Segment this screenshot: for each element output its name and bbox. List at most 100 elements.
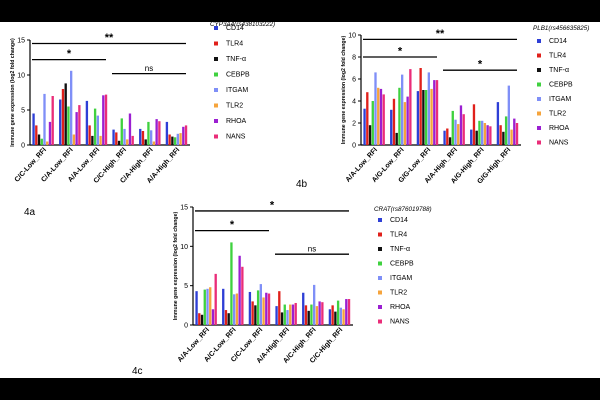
legend-entry: TNF-α — [226, 56, 246, 63]
bar-cd14-6 — [165, 121, 169, 145]
bar-cd14-4 — [275, 306, 278, 325]
bar-nans-1 — [382, 94, 385, 145]
bar-tnf-3 — [254, 305, 257, 325]
legend-swatch — [537, 53, 541, 58]
bar-cd14-6 — [496, 102, 500, 145]
bar-nans-2 — [241, 266, 244, 325]
gene-title: PLB1(rs456635825) — [533, 25, 589, 32]
bar-rhoa-3 — [265, 292, 268, 325]
bar-tnf-1 — [200, 314, 204, 325]
bar-tlr2-3 — [99, 135, 102, 145]
bar-itgam-3 — [96, 115, 99, 145]
legend-swatch — [378, 232, 382, 237]
legend-entry: TLR4 — [226, 41, 243, 48]
legend-entry: CEBPB — [226, 72, 250, 79]
legend-entry: TLR4 — [549, 53, 566, 60]
bar-tlr2-5 — [315, 306, 319, 325]
legend-entry: TLR4 — [390, 232, 407, 239]
bar-itgam-2 — [233, 294, 236, 325]
y-tick-label: 4 — [352, 99, 356, 106]
bar-cebpb-5 — [310, 304, 313, 325]
bar-itgam-2 — [70, 70, 73, 145]
bar-tlr4-6 — [331, 305, 334, 325]
legend-swatch — [214, 103, 218, 108]
bar-nans-6 — [184, 125, 188, 145]
legend-swatch — [378, 261, 382, 266]
bar-nans-4 — [131, 135, 134, 145]
bar-rhoa-4 — [291, 304, 295, 325]
bar-cd14-1 — [195, 291, 198, 325]
legend-swatch — [214, 119, 218, 123]
bar-nans-3 — [435, 80, 439, 145]
bar-cd14-5 — [302, 292, 305, 325]
bar-tlr2-1 — [46, 141, 49, 145]
bar-cebpb-4 — [120, 118, 123, 145]
gene-title: CYP3A4(rs438103222) — [210, 21, 275, 28]
bar-cd14-3 — [248, 291, 252, 325]
panel-label: 4b — [296, 179, 308, 190]
bar-rhoa-5 — [318, 301, 321, 325]
legend-swatch — [378, 218, 382, 222]
y-tick-label: 10 — [348, 33, 356, 40]
y-tick-label: 6 — [352, 77, 356, 84]
y-tick-label: 15 — [180, 205, 188, 212]
bar-tlr2-6 — [179, 133, 182, 145]
significance-label: ns — [145, 64, 153, 73]
bar-itgam-1 — [206, 288, 209, 325]
bar-nans-5 — [321, 302, 324, 325]
bar-tlr4-6 — [168, 134, 171, 145]
bar-cd14-4 — [112, 129, 115, 145]
y-axis-label: Immune gene expression (log2 fold change… — [10, 38, 16, 147]
bar-cebpb-4 — [283, 304, 286, 325]
bar-tnf-6 — [334, 311, 337, 325]
bar-tlr4-5 — [304, 305, 308, 325]
bar-tlr2-4 — [126, 139, 129, 145]
bar-itgam-6 — [339, 307, 342, 325]
bar-cebpb-3 — [424, 90, 428, 145]
bar-rhoa-2 — [75, 112, 78, 145]
bar-itgam-4 — [286, 310, 289, 325]
significance-label: * — [270, 199, 275, 211]
bar-cd14-2 — [59, 99, 62, 145]
legend-swatch — [537, 111, 541, 116]
bar-tnf-1 — [37, 134, 41, 145]
bar-tnf-2 — [64, 83, 67, 145]
bar-tnf-5 — [307, 310, 310, 325]
bar-tlr2-1 — [377, 87, 380, 145]
bar-cebpb-6 — [173, 137, 177, 145]
gene-title: CRAT(rs876019788) — [374, 206, 432, 213]
bar-nans-1 — [214, 273, 217, 325]
bar-tnf-6 — [171, 136, 174, 145]
bar-tlr4-1 — [366, 92, 369, 145]
bar-tnf-2 — [227, 313, 230, 325]
legend-swatch — [214, 134, 218, 139]
legend-entry: CD14 — [226, 25, 244, 32]
bar-tlr4-4 — [278, 291, 281, 325]
legend-entry: CEBPB — [390, 261, 414, 268]
significance-label: * — [230, 219, 235, 231]
bar-tlr2-5 — [152, 141, 156, 145]
bar-tlr4-2 — [392, 98, 396, 145]
legend-entry: CEBPB — [549, 82, 573, 89]
bar-rhoa-1 — [379, 88, 383, 145]
legend-entry: TLR2 — [549, 111, 566, 118]
legend-swatch — [378, 319, 382, 324]
legend-swatch — [214, 26, 218, 30]
bar-cebpb-2 — [230, 242, 233, 325]
bar-tlr2-3 — [430, 88, 433, 145]
bar-cd14-4 — [443, 130, 446, 145]
bar-tlr2-6 — [510, 129, 513, 145]
bar-cd14-5 — [139, 128, 142, 145]
legend: CRAT(rs876019788) CD14 TLR4 TNF-α CEBPB ITGAM… — [374, 206, 432, 326]
legend-entry: RHOA — [549, 125, 570, 132]
bar-rhoa-4 — [459, 105, 463, 145]
bar-tlr2-6 — [342, 309, 345, 325]
bar-itgam-6 — [507, 85, 510, 145]
legend: PLB1(rs456635825) CD14 TLR4 TNF-α CEBPB ITGAM… — [533, 25, 589, 147]
legend-swatch — [537, 97, 541, 101]
y-tick-label: 2 — [352, 121, 356, 128]
bar-tlr2-4 — [457, 124, 460, 145]
legend-swatch — [537, 68, 541, 72]
